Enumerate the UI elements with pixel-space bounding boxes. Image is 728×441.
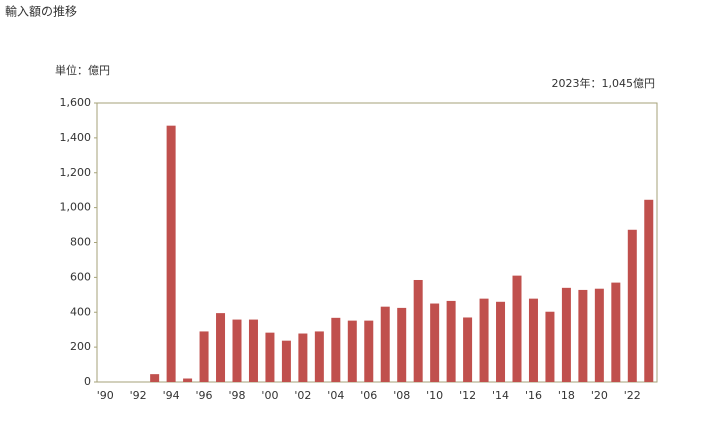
bar: [528, 298, 538, 382]
x-tick-label: '20: [591, 389, 608, 402]
x-tick-label: '00: [261, 389, 278, 402]
bar: [331, 317, 341, 382]
y-tick-label: 1,600: [60, 96, 92, 109]
annotation: 2023年：1,045億円: [552, 76, 656, 90]
x-tick-label: '90: [97, 389, 114, 402]
x-tick-label: '22: [624, 389, 641, 402]
bar: [183, 378, 193, 382]
bar: [364, 320, 374, 382]
y-tick-label: 600: [70, 270, 91, 283]
y-tick-label: 400: [70, 305, 91, 318]
bar: [463, 317, 473, 382]
bar: [561, 287, 571, 382]
y-tick-label: 800: [70, 236, 91, 249]
chart-title: 輸入額の推移: [5, 4, 77, 19]
bar: [496, 301, 506, 382]
x-tick-label: '10: [426, 389, 443, 402]
bar: [199, 331, 209, 382]
bar: [298, 333, 308, 382]
bar: [380, 306, 390, 382]
y-tick-label: 1,200: [60, 166, 92, 179]
bar: [611, 282, 621, 382]
bar: [479, 298, 489, 382]
bar: [314, 331, 324, 382]
x-tick-label: '12: [459, 389, 476, 402]
plot-frame: [96, 102, 658, 383]
x-tick-label: '92: [130, 389, 147, 402]
x-tick-label: '94: [163, 389, 180, 402]
y-tick-label: 1,400: [60, 131, 92, 144]
x-tick-label: '14: [492, 389, 509, 402]
x-tick-label: '18: [558, 389, 575, 402]
x-tick-label: '16: [525, 389, 542, 402]
bar: [347, 320, 357, 382]
bar: [166, 125, 176, 382]
bar: [594, 288, 604, 382]
x-tick-label: '06: [360, 389, 377, 402]
x-tick-label: '08: [393, 389, 410, 402]
bar: [248, 319, 258, 382]
y-tick-label: 1,000: [60, 201, 92, 214]
bar: [644, 199, 654, 382]
y-tick-label: 200: [70, 340, 91, 353]
x-tick-label: '02: [294, 389, 311, 402]
x-tick-label: '96: [196, 389, 213, 402]
bar: [578, 289, 588, 382]
bar: [265, 332, 275, 382]
x-tick-label: '98: [228, 389, 245, 402]
bar: [397, 307, 407, 382]
x-tick-label: '04: [327, 389, 344, 402]
bar: [216, 313, 226, 382]
bar: [446, 300, 456, 382]
bar: [545, 311, 555, 382]
bar: [150, 374, 160, 382]
bar: [281, 340, 291, 382]
bar: [430, 303, 440, 382]
bar: [232, 319, 242, 382]
y-tick-label: 0: [84, 375, 91, 388]
bar: [512, 275, 522, 382]
bar: [413, 279, 423, 382]
unit-label: 単位：億円: [55, 63, 110, 77]
bar: [627, 229, 637, 382]
